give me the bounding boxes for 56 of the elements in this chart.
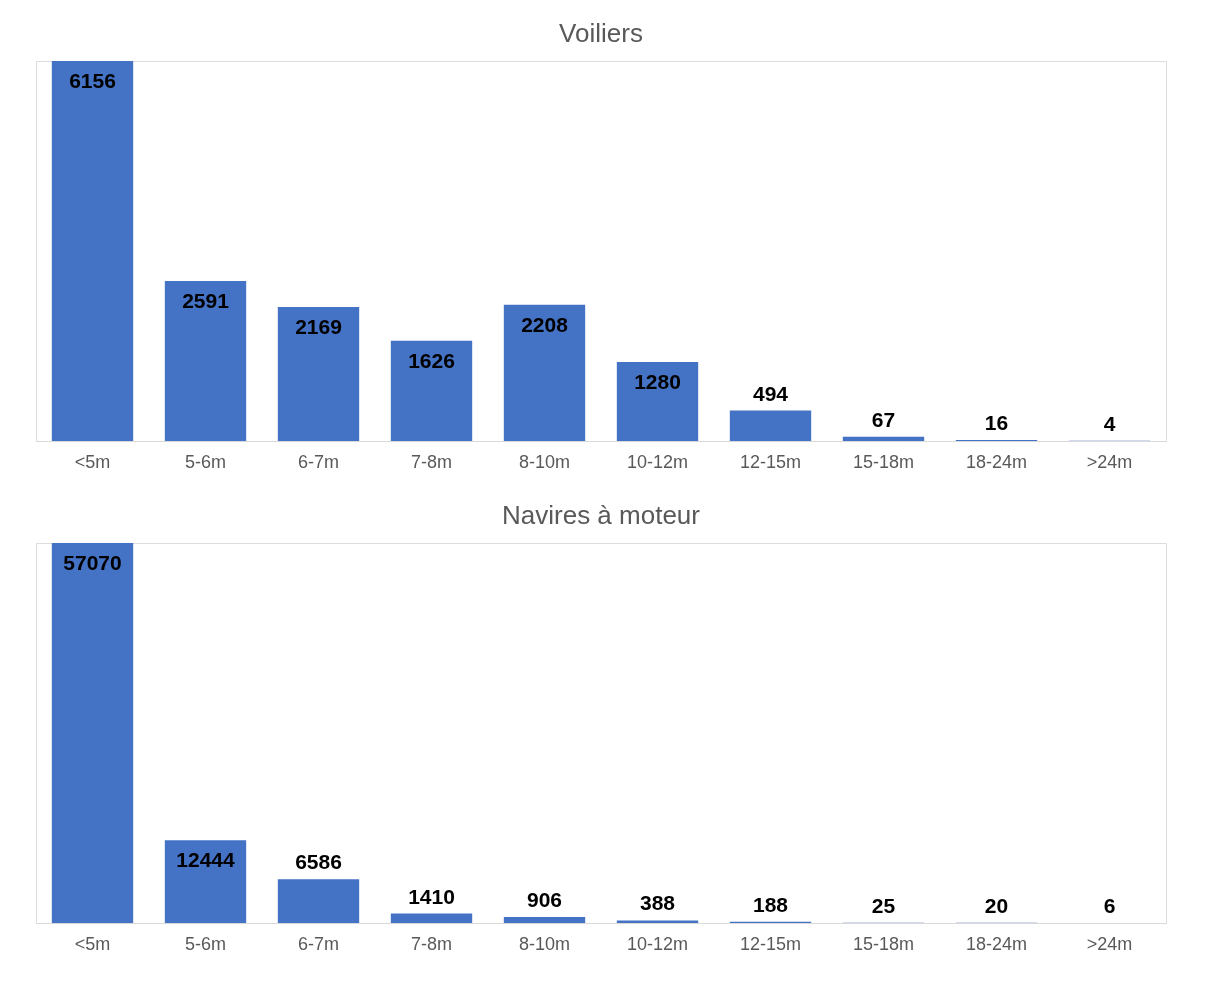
data-label: 2208	[521, 312, 569, 336]
data-label: 1280	[634, 369, 681, 393]
x-tick-label: 10-12m	[626, 451, 689, 472]
x-tick-label: 8-10m	[518, 933, 571, 954]
chart-title: Voiliers	[559, 18, 643, 48]
x-tick-label: >24m	[1086, 933, 1133, 954]
data-label: 16	[984, 411, 1009, 435]
x-tick-label: >24m	[1086, 451, 1133, 472]
x-tick-label: 8-10m	[518, 451, 571, 472]
bar	[277, 307, 360, 441]
bar	[164, 281, 247, 441]
bar	[616, 920, 699, 923]
chart-title: Navires à moteur	[502, 500, 701, 530]
data-label: 388	[639, 891, 676, 915]
x-tick-label: 6-7m	[297, 451, 340, 472]
data-label: 2169	[295, 315, 342, 339]
bar	[51, 61, 134, 441]
bar	[616, 361, 699, 441]
data-label: 906	[526, 887, 563, 911]
bar	[164, 840, 247, 923]
x-tick-label: 12-15m	[739, 933, 802, 954]
x-tick-label: 6-7m	[297, 933, 340, 954]
bar	[842, 436, 925, 441]
x-tick-label: 7-8m	[410, 451, 453, 472]
x-tick-label: 18-24m	[965, 933, 1028, 954]
data-label: 67	[871, 407, 896, 431]
data-label: 57070	[63, 551, 122, 574]
data-label: 6156	[69, 69, 116, 92]
bar	[277, 879, 360, 923]
data-label: 1410	[408, 884, 455, 908]
bar	[390, 340, 473, 441]
x-tick-label: 7-8m	[410, 933, 453, 954]
data-label: 494	[752, 381, 789, 405]
x-tick-label: 15-18m	[852, 451, 915, 472]
x-tick-label: 5-6m	[184, 451, 227, 472]
bar	[390, 913, 473, 923]
x-tick-label: 5-6m	[184, 933, 227, 954]
bar	[503, 304, 586, 441]
data-label: 12444	[176, 848, 236, 872]
x-tick-label: 10-12m	[626, 933, 689, 954]
data-label: 6586	[295, 850, 342, 874]
data-label: 2591	[182, 289, 230, 313]
data-label: 25	[871, 893, 896, 917]
bar	[729, 410, 812, 441]
x-tick-label: 12-15m	[739, 451, 802, 472]
x-tick-label: 15-18m	[852, 933, 915, 954]
x-tick-label: <5m	[74, 451, 111, 472]
x-tick-label: 18-24m	[965, 451, 1028, 472]
data-label: 4	[1103, 411, 1116, 435]
data-label: 20	[984, 893, 1009, 917]
data-label: 6	[1103, 893, 1116, 917]
data-label: 188	[752, 892, 789, 916]
bar	[51, 543, 134, 923]
data-label: 1626	[408, 348, 455, 372]
x-tick-label: <5m	[74, 933, 111, 954]
bar	[503, 916, 586, 923]
